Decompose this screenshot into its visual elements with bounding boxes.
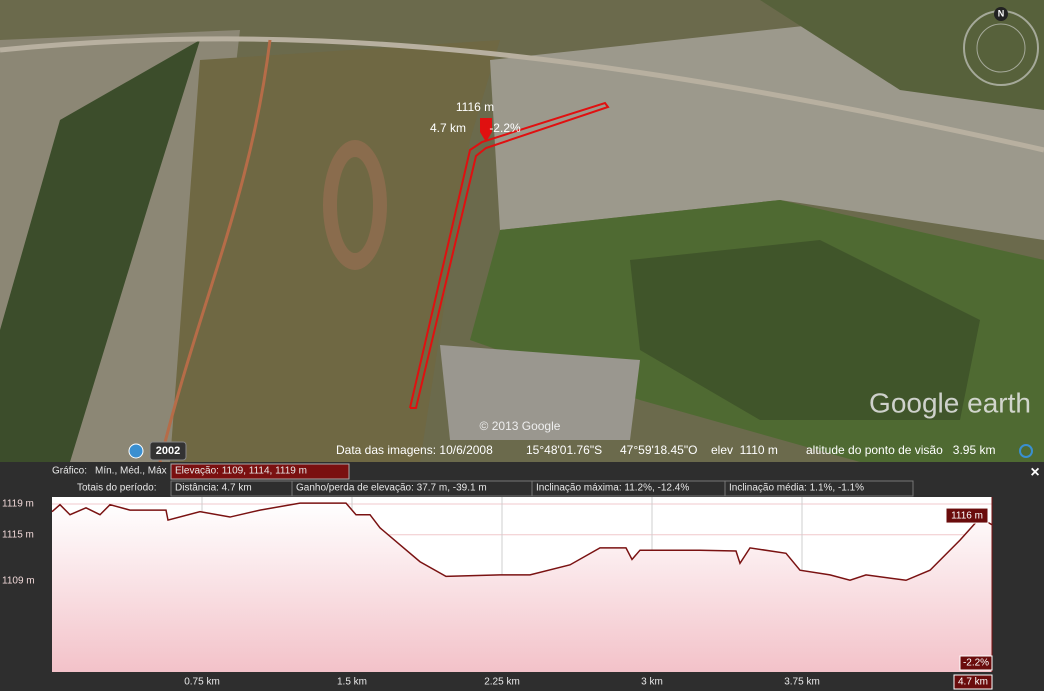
profile-area [52,503,992,672]
logo: Google earth [869,387,1031,418]
cursor-elev-box [945,507,989,524]
distance-total: Distância: 4.7 km [175,483,252,494]
elevation-stats[interactable]: Elevação: 1109, 1114, 1119 m [175,466,307,477]
status-elevation: elev 1110 m [711,443,778,457]
max-slope: Inclinação máxima: 11.2%, -12.4% [536,483,689,494]
cursor-slope-box [959,655,993,671]
longitude: 47°59'18.45"O [620,443,697,457]
overlay-slope: -2.2% [489,121,521,135]
overlay-elevation: 1116 m [456,100,494,114]
imagery-date: Data das imagens: 10/6/2008 [336,443,493,457]
gain-loss: Ganho/perda de elevação: 37.7 m, -39.1 m [296,483,487,494]
x-tick-label: 0.75 km [184,677,220,688]
cursor-distance: 4.7 km [958,677,988,688]
eye-altitude: altitude do ponto de visão 3.95 km [806,443,995,457]
x-tick-label: 3.75 km [784,677,820,688]
y-tick-label: 1115 m [2,529,34,540]
close-button[interactable]: × [1030,464,1039,481]
cursor-elevation: 1116 m [951,511,983,522]
cursor-slope: -2.2% [963,658,989,669]
historical-imagery[interactable]: 2002 [156,445,180,457]
y-tick-label: 1119 m [2,499,34,510]
graph-label: Gráfico: [52,466,87,477]
elevation-profile[interactable]: 1119 m 1115 m 1109 m 0.75 km 1.5 km 2.25 km 3 … [2,497,993,690]
copyright: © 2013 Google [480,419,561,433]
profile-line [51,502,993,582]
x-tick-label: 2.25 km [484,677,520,688]
map-view[interactable]: N 1116 m 4.7 km -2.2% © 2013 Google Goog… [0,0,1044,463]
stats-label: Mín., Méd., Máx [95,466,167,477]
x-tick-label: 1.5 km [337,677,367,688]
latitude: 15°48'01.76"S [526,443,602,457]
compass-north[interactable]: N [998,8,1005,18]
totals-label: Totais do período: [77,483,157,494]
avg-slope: Inclinação média: 1.1%, -1.1% [729,483,864,494]
x-tick-label: 3 km [641,677,663,688]
overlay-distance: 4.7 km [430,121,466,135]
cursor-x-box [953,674,993,690]
y-tick-label: 1109 m [2,576,35,587]
